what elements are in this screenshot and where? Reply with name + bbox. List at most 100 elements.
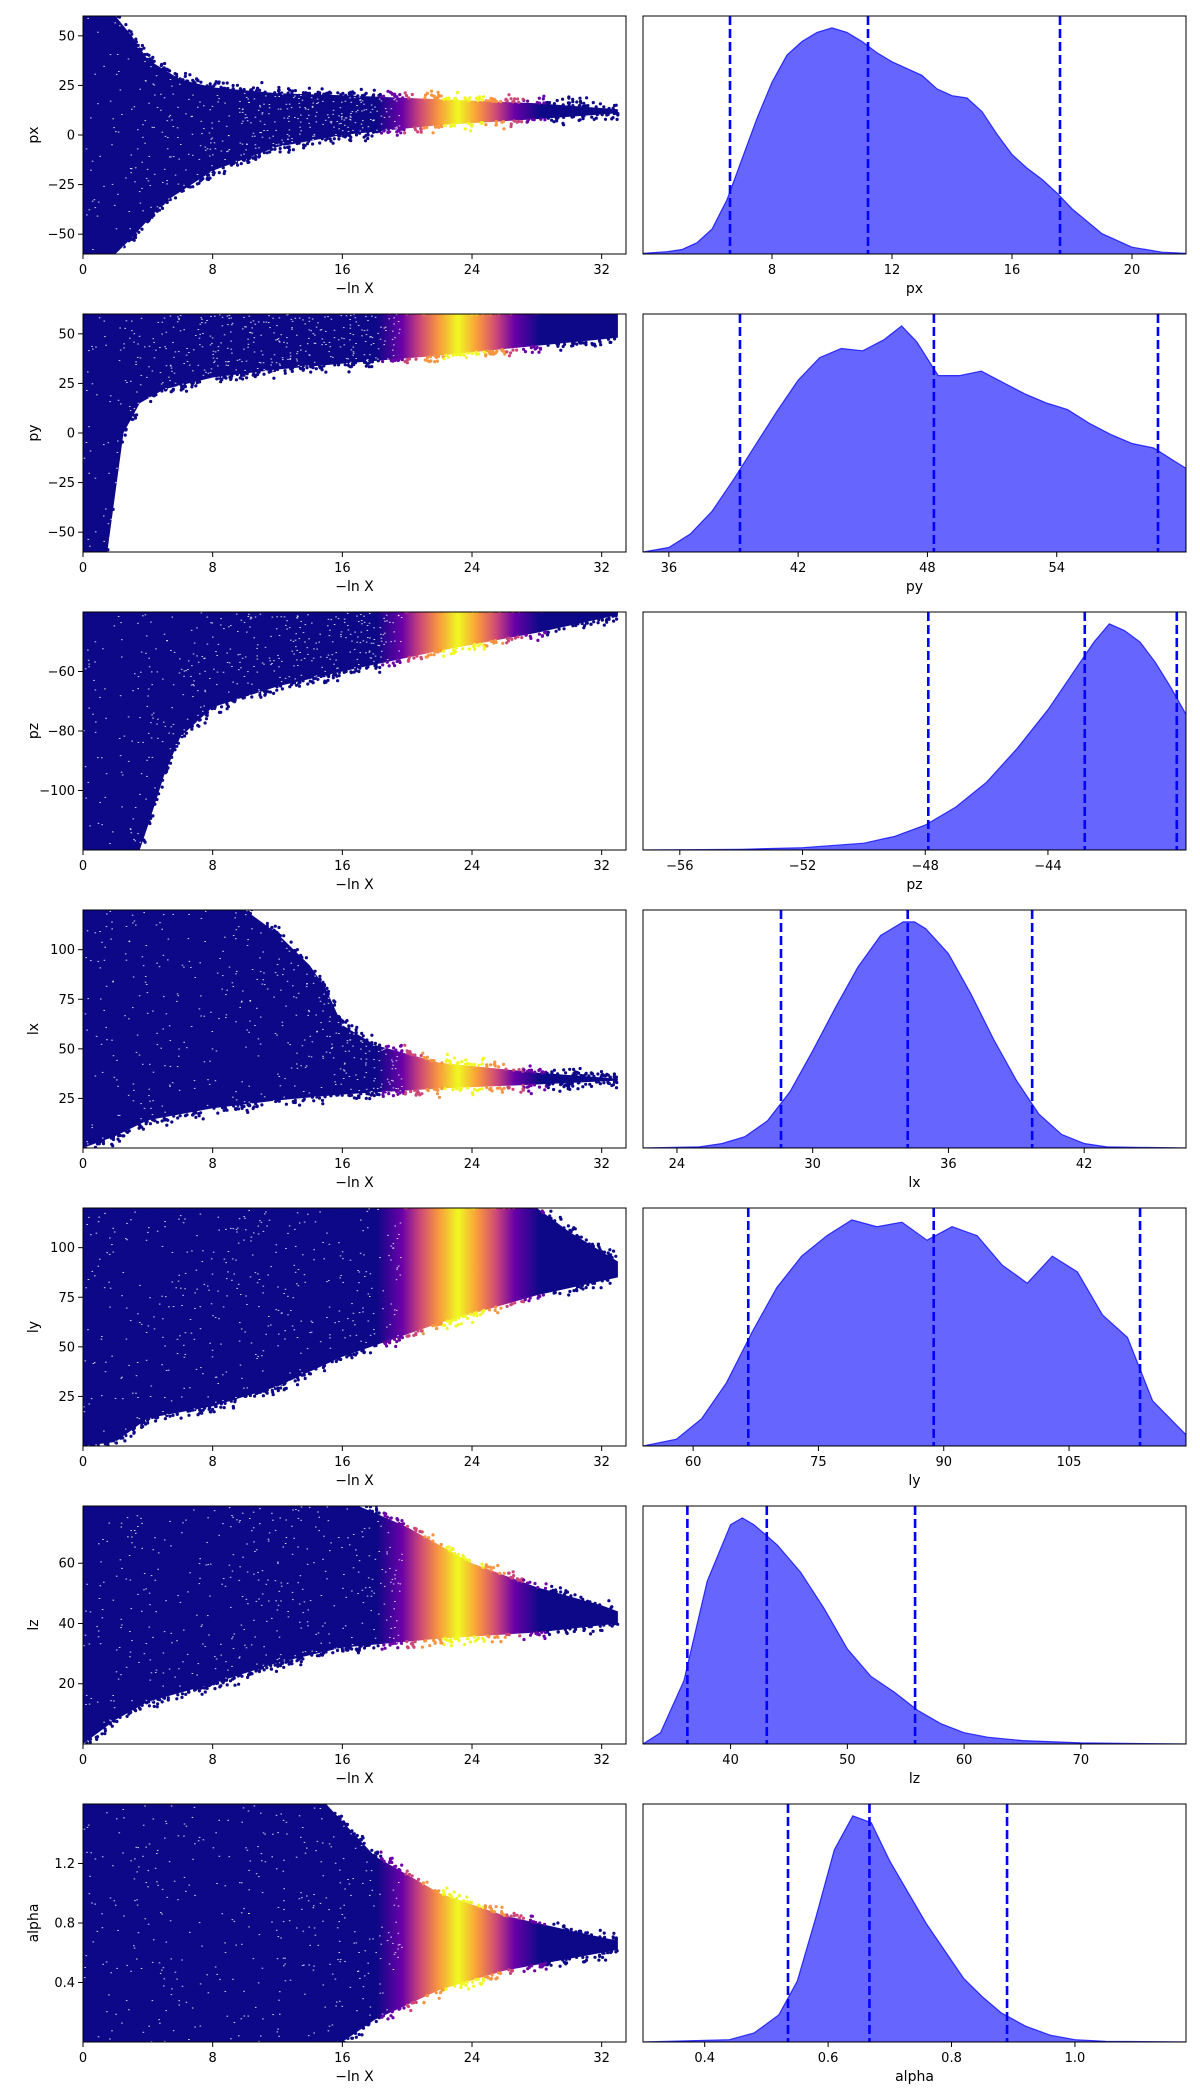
trace-panel-alpha: 0 8 16 24 32 1.2 0.8 0.4 alpha −ln X [26,1803,627,2085]
x-tick-label: 0.6 [818,2051,839,2066]
y-tick-label: −80 [48,725,75,740]
x-tick-label: 8 [209,263,217,278]
x-axis-label: −ln X [335,1473,374,1489]
y-axis-label: lx [26,1023,42,1035]
y-tick-label: 50 [58,1340,75,1355]
x-tick-label: 0.8 [941,2051,962,2066]
x-axis-label: −ln X [335,579,374,595]
x-tick-label: 32 [593,1753,610,1768]
sample-cloud [83,910,618,1148]
x-tick-label: 90 [935,1455,952,1470]
x-tick-label: 24 [669,1157,686,1172]
y-tick-label: 0 [67,427,75,442]
y-tick-label: 100 [50,1241,75,1256]
axes-frame [642,1207,1187,1447]
y-tick-label: 100 [50,943,75,958]
x-tick-label: 42 [790,561,807,576]
x-tick-label: −52 [789,859,816,874]
x-tick-label: 0 [79,263,87,278]
y-tick-label: 50 [58,1042,75,1057]
y-tick-label: 40 [58,1617,75,1632]
x-tick-label: 16 [334,1753,351,1768]
y-tick-label: 20 [58,1677,75,1692]
x-tick-label: 16 [334,2051,351,2066]
x-axis-label: ly [908,1473,920,1489]
y-axis-label: pz [26,723,42,739]
axes-frame [642,909,1187,1149]
x-tick-label: 0 [79,2051,87,2066]
x-tick-label: 8 [209,561,217,576]
sample-cloud [83,1506,618,1744]
x-tick-label: 50 [839,1753,856,1768]
sample-cloud [83,612,618,850]
x-tick-label: 60 [685,1455,702,1470]
x-tick-label: 32 [593,1157,610,1172]
density-area [643,921,1186,1148]
sample-points [83,1804,619,2042]
y-axis-label: py [26,424,42,441]
x-tick-label: 16 [334,263,351,278]
x-tick-label: 0 [79,1753,87,1768]
y-tick-label: 0.4 [54,1976,75,1991]
x-tick-label: 0 [79,859,87,874]
posterior-panel-alpha: 0.4 0.6 0.8 1.0 alpha [642,1803,1187,2085]
x-axis-label: alpha [895,2069,934,2085]
density-area [643,325,1186,552]
x-tick-label: −44 [1034,859,1061,874]
y-tick-label: −100 [39,784,75,799]
x-tick-label: 30 [804,1157,821,1172]
x-tick-label: 0 [79,561,87,576]
density-area [643,1815,1186,2042]
x-axis-label: py [906,579,923,595]
axes-frame [642,15,1187,255]
y-tick-label: 60 [58,1557,75,1572]
y-tick-label: 0.8 [54,1917,75,1932]
y-axis-label: lz [26,1619,42,1630]
posterior-panel-pz: −56 −52 −48 −44 pz [642,611,1187,893]
x-tick-label: 8 [209,1157,217,1172]
x-tick-label: 32 [593,859,610,874]
trace-panel-lz: 0 8 16 24 32 60 40 20 lz −ln X [26,1505,627,1787]
sample-points [83,1506,620,1744]
axes-frame [82,1505,627,1745]
posterior-panel-px: 8 12 16 20 px [642,15,1187,297]
x-tick-label: 16 [334,859,351,874]
sample-points [84,910,619,1148]
trace-panel-pz: 0 8 16 24 32 −60 −80 −100 pz −ln X [26,611,627,893]
sample-cloud [83,314,618,552]
sample-cloud [83,16,618,254]
x-tick-label: 32 [593,263,610,278]
sample-points [83,314,618,552]
y-tick-label: 25 [58,377,75,392]
x-tick-label: 24 [464,859,481,874]
sample-cloud [83,1208,618,1446]
y-tick-label: 25 [58,79,75,94]
x-tick-label: 0 [79,1455,87,1470]
x-axis-label: −ln X [335,1771,374,1787]
x-tick-label: 32 [593,561,610,576]
y-tick-label: −50 [48,526,75,541]
posterior-panel-py: 36 42 48 54 py [642,313,1187,595]
x-tick-label: 8 [209,2051,217,2066]
x-tick-label: 8 [209,859,217,874]
x-tick-label: 12 [884,263,901,278]
density-area [643,27,1186,254]
x-tick-label: 42 [1076,1157,1093,1172]
x-tick-label: 70 [1073,1753,1090,1768]
posterior-panel-lx: 24 30 36 42 lx [642,909,1187,1191]
x-tick-label: 16 [1004,263,1021,278]
x-tick-label: 24 [464,1455,481,1470]
x-tick-label: 24 [464,263,481,278]
x-tick-label: −56 [666,859,693,874]
y-axis-label: ly [26,1321,42,1333]
axes-frame [642,611,1187,851]
y-tick-label: 1.2 [54,1857,75,1872]
posterior-panel-ly: 60 75 90 105 ly [642,1207,1187,1489]
y-tick-label: −25 [48,178,75,193]
x-tick-label: −48 [912,859,939,874]
axes-frame [82,1207,627,1447]
y-tick-label: 75 [58,993,75,1008]
x-tick-label: 24 [464,1753,481,1768]
y-tick-label: 25 [58,1092,75,1107]
